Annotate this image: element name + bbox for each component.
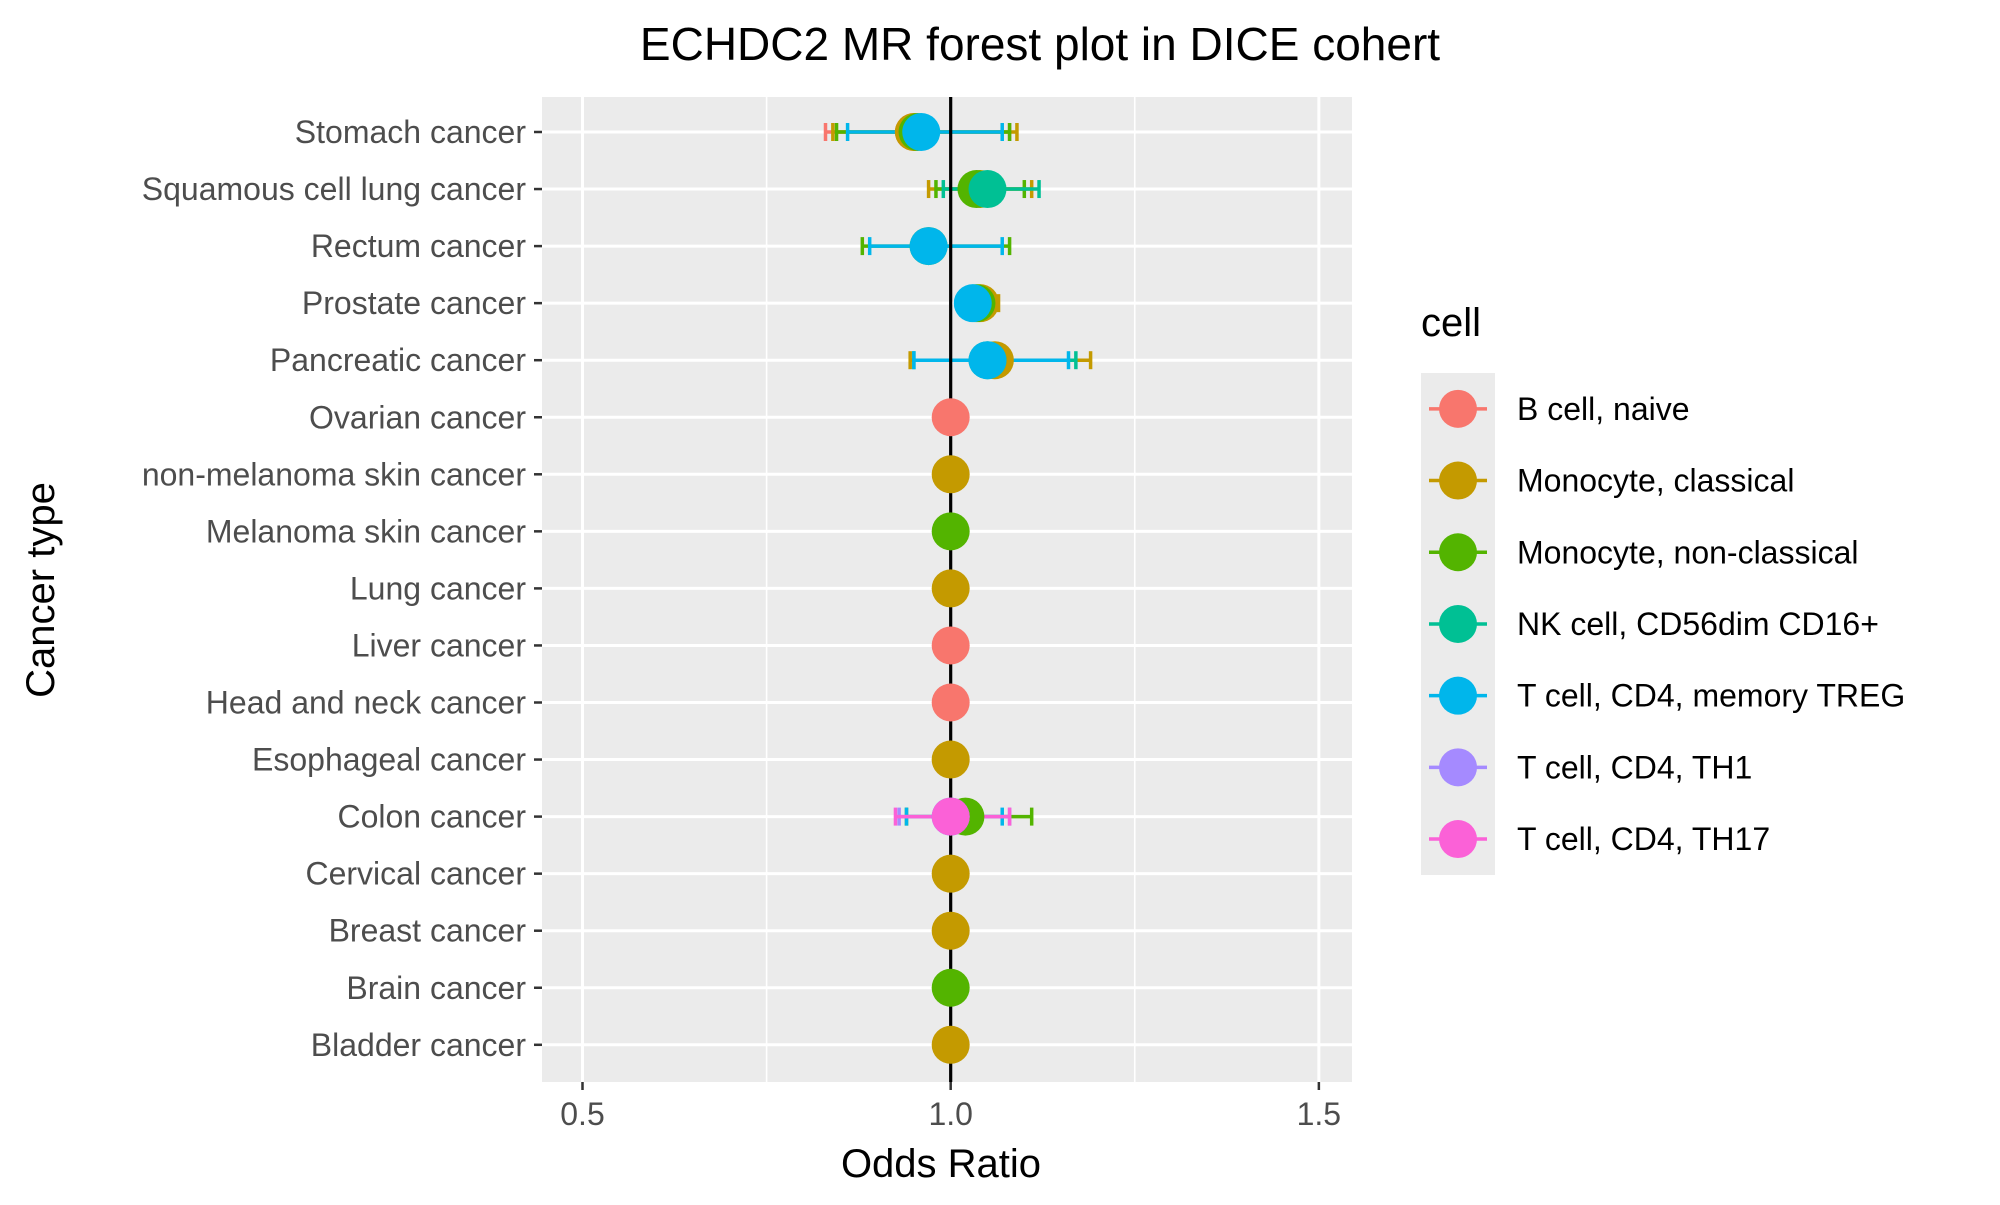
legend-key-dot — [1439, 604, 1477, 643]
x-axis: 0.5 1.0 1.5 — [560, 1082, 1341, 1132]
data-point — [968, 341, 1007, 380]
y-tick-label: Rectum cancer — [311, 228, 527, 264]
y-tick-label: Pancreatic cancer — [270, 342, 526, 378]
y-tick-label: Brain cancer — [346, 970, 526, 1006]
legend-title: cell — [1421, 301, 1481, 345]
legend-label: Monocyte, non-classical — [1517, 534, 1858, 570]
legend-label: T cell, CD4, TH1 — [1517, 749, 1752, 785]
legend-key-dot — [1439, 820, 1477, 859]
y-tick-label: Head and neck cancer — [206, 685, 527, 721]
x-axis-title: Odds Ratio — [841, 1142, 1041, 1186]
y-tick-label: Ovarian cancer — [309, 399, 526, 435]
legend-label: NK cell, CD56dim CD16+ — [1517, 606, 1879, 642]
legend-key-dot — [1439, 748, 1477, 787]
y-axis-title: Cancer type — [19, 482, 63, 698]
data-point — [931, 797, 970, 836]
chart-title: ECHDC2 MR forest plot in DICE cohert — [640, 18, 1440, 70]
y-tick-label: Bladder cancer — [311, 1027, 527, 1063]
data-point — [931, 512, 970, 551]
x-tick-label: 1.5 — [1297, 1096, 1341, 1132]
y-tick-label: Cervical cancer — [305, 856, 526, 892]
y-tick-label: Colon cancer — [337, 799, 526, 835]
data-point — [909, 227, 948, 266]
data-point — [931, 626, 970, 665]
y-tick-label: non-melanoma skin cancer — [142, 456, 527, 492]
data-point — [953, 284, 992, 323]
data-point — [931, 569, 970, 608]
legend-key-dot — [1439, 533, 1477, 572]
legend-key-dot — [1439, 461, 1477, 500]
legend-label: B cell, naive — [1517, 391, 1690, 427]
data-point — [931, 911, 970, 950]
y-tick-label: Lung cancer — [350, 570, 526, 606]
data-point — [931, 398, 970, 437]
legend-key-dot — [1439, 389, 1477, 428]
y-tick-label: Esophageal cancer — [252, 742, 526, 778]
legend: B cell, naive Monocyte, classical Monocyte… — [1429, 389, 1905, 859]
data-layer — [823, 97, 1093, 1082]
legend-label: T cell, CD4, TH17 — [1517, 821, 1770, 857]
data-point — [931, 968, 970, 1007]
y-axis: Stomach cancer Squamous cell lung cancer R… — [142, 114, 542, 1063]
data-point — [902, 113, 941, 151]
legend-label: Monocyte, classical — [1517, 463, 1794, 499]
y-tick-label: Breast cancer — [329, 913, 527, 949]
y-tick-label: Melanoma skin cancer — [206, 513, 526, 549]
legend-key-dot — [1439, 676, 1477, 715]
data-point — [931, 1025, 970, 1064]
data-point — [931, 854, 970, 893]
x-tick-label: 1.0 — [928, 1096, 972, 1132]
x-tick-label: 0.5 — [560, 1096, 604, 1132]
y-tick-label: Prostate cancer — [302, 285, 526, 321]
data-point — [931, 740, 970, 779]
y-tick-label: Stomach cancer — [295, 114, 527, 150]
legend-label: T cell, CD4, memory TREG — [1517, 678, 1905, 714]
data-point — [931, 683, 970, 722]
data-point — [931, 455, 970, 494]
y-tick-label: Liver cancer — [352, 627, 527, 663]
y-tick-label: Squamous cell lung cancer — [142, 171, 527, 207]
data-point — [968, 170, 1007, 209]
